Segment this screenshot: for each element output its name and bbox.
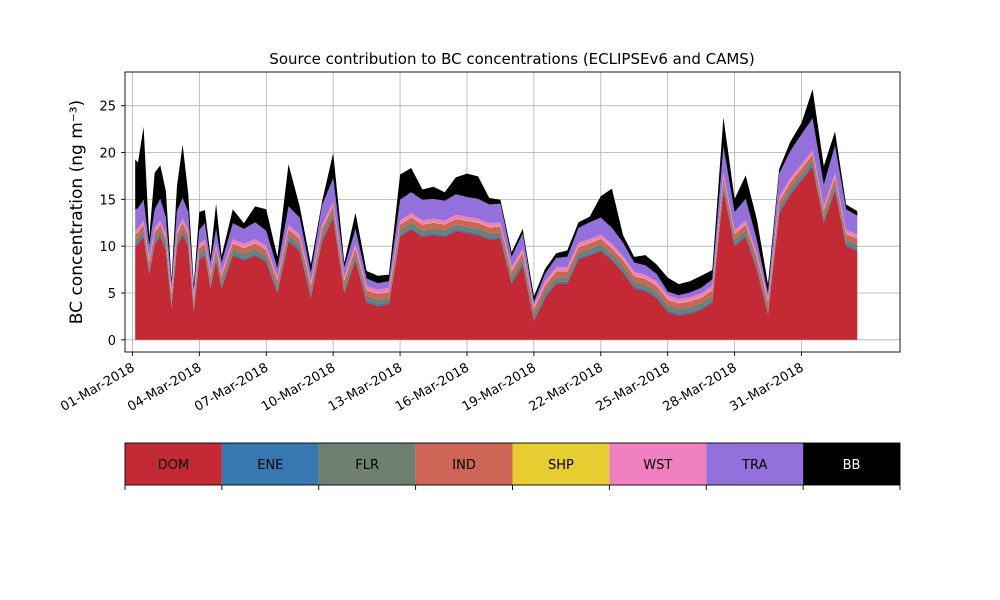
legend-label-bb: BB: [843, 458, 861, 473]
x-tick-label: 25-Mar-2018: [594, 360, 673, 414]
series-area-dom: [135, 166, 858, 340]
x-tick-label: 13-Mar-2018: [326, 360, 405, 414]
y-tick-label: 10: [99, 240, 116, 255]
legend-label-tra: TRA: [741, 458, 767, 473]
y-tick-label: 5: [108, 287, 116, 302]
legend-swatch-ene: [221, 443, 319, 485]
legend-swatch-flr: [318, 443, 416, 485]
y-tick-label: 15: [99, 193, 116, 208]
axes-frame: [124, 71, 901, 353]
legend-label-dom: DOM: [158, 458, 189, 473]
legend-swatch-tra: [706, 443, 804, 485]
y-tick-label: 0: [108, 334, 116, 349]
x-tick-label: 16-Mar-2018: [393, 360, 472, 414]
legend-label-ene: ENE: [257, 458, 283, 473]
legend: DOM ENE FLR IND SHP WST TRA BB: [124, 442, 901, 490]
legend-swatch-shp: [512, 443, 610, 485]
series-area-tra: [135, 118, 858, 305]
x-tick-label: 04-Mar-2018: [125, 360, 204, 414]
y-tick-label: 25: [99, 100, 116, 115]
x-tick-label: 07-Mar-2018: [192, 360, 271, 414]
x-tick-label: 01-Mar-2018: [58, 360, 137, 414]
legend-label-flr: FLR: [355, 458, 379, 473]
legend-swatch-bb: [803, 443, 900, 485]
x-tick-label: 31-Mar-2018: [727, 360, 806, 414]
legend-swatch-wst: [609, 443, 707, 485]
legend-label-shp: SHP: [548, 458, 574, 473]
legend-swatch-ind: [415, 443, 513, 485]
plot-area: 0 5 10 15 20 25 01-Mar-201804-Mar-201807-Mar-2…: [58, 71, 901, 415]
y-axis-label: BC concentration (ng m⁻³): [67, 100, 87, 324]
x-tick-label: 28-Mar-2018: [660, 360, 739, 414]
chart-title: Source contribution to BC concentrations…: [269, 50, 754, 68]
legend-label-ind: IND: [452, 458, 476, 473]
legend-swatch-dom: [125, 443, 222, 485]
legend-label-wst: WST: [643, 458, 672, 473]
x-tick-label: 22-Mar-2018: [527, 360, 606, 414]
y-tick-label: 20: [99, 147, 116, 162]
x-tick-label: 10-Mar-2018: [259, 360, 338, 414]
x-tick-label: 19-Mar-2018: [460, 360, 539, 414]
